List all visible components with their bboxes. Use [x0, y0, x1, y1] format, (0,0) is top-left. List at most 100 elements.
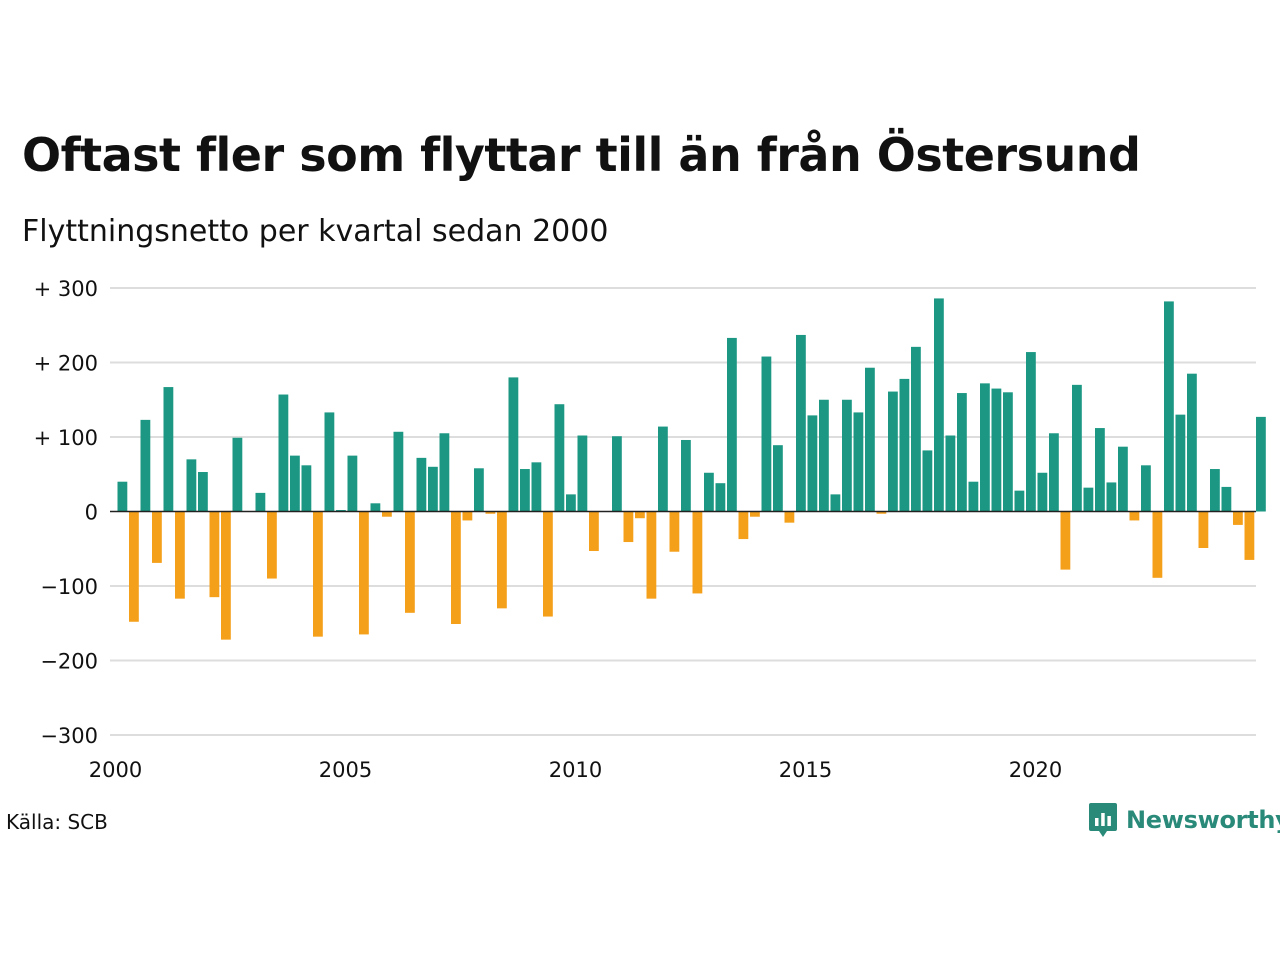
source-note: Källa: SCB	[6, 810, 108, 834]
bar	[393, 431, 404, 512]
bar	[589, 511, 599, 551]
bar	[1198, 511, 1209, 548]
bar	[359, 511, 369, 635]
bar	[761, 356, 772, 512]
bar	[1106, 482, 1117, 512]
bar	[830, 494, 841, 512]
bar	[1175, 414, 1186, 512]
bar	[704, 472, 714, 512]
bar	[1256, 416, 1266, 512]
y-tick-label: + 200	[34, 352, 98, 376]
bar	[485, 511, 496, 514]
bar	[807, 415, 818, 512]
bar	[681, 439, 691, 512]
bar	[692, 511, 703, 594]
bar	[324, 412, 335, 512]
bar	[784, 511, 795, 523]
bar	[876, 511, 887, 514]
bar	[577, 435, 588, 512]
bar	[221, 511, 231, 640]
bar	[934, 298, 944, 512]
bar	[1037, 472, 1048, 512]
bar	[232, 437, 243, 512]
bar	[773, 445, 783, 512]
bar	[1141, 465, 1151, 512]
bar	[474, 468, 484, 512]
bar	[209, 511, 220, 598]
bar	[543, 511, 553, 617]
bar	[117, 481, 128, 512]
bar	[508, 377, 519, 512]
x-tick-label: 2005	[319, 758, 372, 782]
y-tick-label: + 100	[34, 426, 98, 450]
newsworthy-logo-icon	[1089, 803, 1117, 837]
bar	[727, 337, 737, 512]
bar	[1003, 392, 1013, 512]
bar	[853, 412, 864, 512]
bar	[520, 469, 530, 512]
y-tick-label: 0	[85, 501, 98, 525]
bar	[347, 455, 358, 512]
bar	[1210, 469, 1220, 512]
bar	[1026, 352, 1036, 512]
bar	[899, 378, 910, 512]
bar	[267, 511, 277, 579]
y-tick-label: −200	[40, 650, 98, 674]
bar	[416, 457, 427, 512]
bar	[865, 367, 875, 512]
x-tick-label: 2015	[779, 758, 832, 782]
bar	[842, 399, 852, 512]
bar	[428, 466, 438, 512]
bar	[991, 388, 1002, 512]
x-tick-label: 2010	[549, 758, 602, 782]
bar	[796, 334, 806, 512]
bar	[566, 494, 576, 512]
bar	[635, 511, 645, 519]
bar	[531, 462, 542, 512]
bar	[1233, 511, 1243, 525]
bar	[163, 387, 174, 512]
bar	[623, 511, 634, 543]
bar	[313, 511, 323, 637]
chart-title: Oftast fler som flyttar till än från Öst…	[22, 128, 1141, 182]
bar	[129, 511, 139, 622]
bar	[980, 383, 990, 512]
bar	[1164, 301, 1174, 512]
bar-chart: + 300 + 200 + 100 0 −100 −200 −300 2000 2005 2010…	[34, 277, 1266, 782]
bar	[669, 511, 680, 552]
bar	[497, 511, 507, 609]
x-tick-label: 2000	[89, 758, 142, 782]
bar	[612, 436, 622, 512]
bar	[922, 450, 933, 512]
bar	[646, 511, 657, 599]
bar	[888, 391, 898, 512]
bar	[439, 433, 450, 512]
bar	[1152, 511, 1163, 578]
y-tick-label: −100	[40, 575, 98, 599]
bar	[1129, 511, 1140, 521]
bar	[462, 511, 473, 521]
x-tick-label: 2020	[1009, 758, 1062, 782]
bar	[152, 511, 162, 563]
bar	[290, 455, 300, 512]
y-tick-label: −300	[40, 724, 98, 748]
bar	[750, 511, 760, 517]
bar	[738, 511, 749, 540]
bar	[1187, 373, 1197, 512]
bar	[554, 404, 565, 512]
bar	[1083, 487, 1094, 512]
bar	[1060, 511, 1071, 570]
bar	[1095, 428, 1105, 512]
bar	[140, 419, 151, 512]
bar	[819, 399, 829, 512]
bar	[255, 492, 266, 512]
bar	[175, 511, 185, 599]
chart-subtitle: Flyttningsnetto per kvartal sedan 2000	[22, 214, 609, 249]
bar	[370, 503, 381, 512]
y-tick-label: + 300	[34, 277, 98, 301]
bar	[1014, 490, 1025, 512]
brand[interactable]: Newsworthy	[1088, 802, 1280, 838]
bar	[451, 511, 461, 624]
bar	[1118, 446, 1128, 512]
bar	[1049, 433, 1059, 512]
